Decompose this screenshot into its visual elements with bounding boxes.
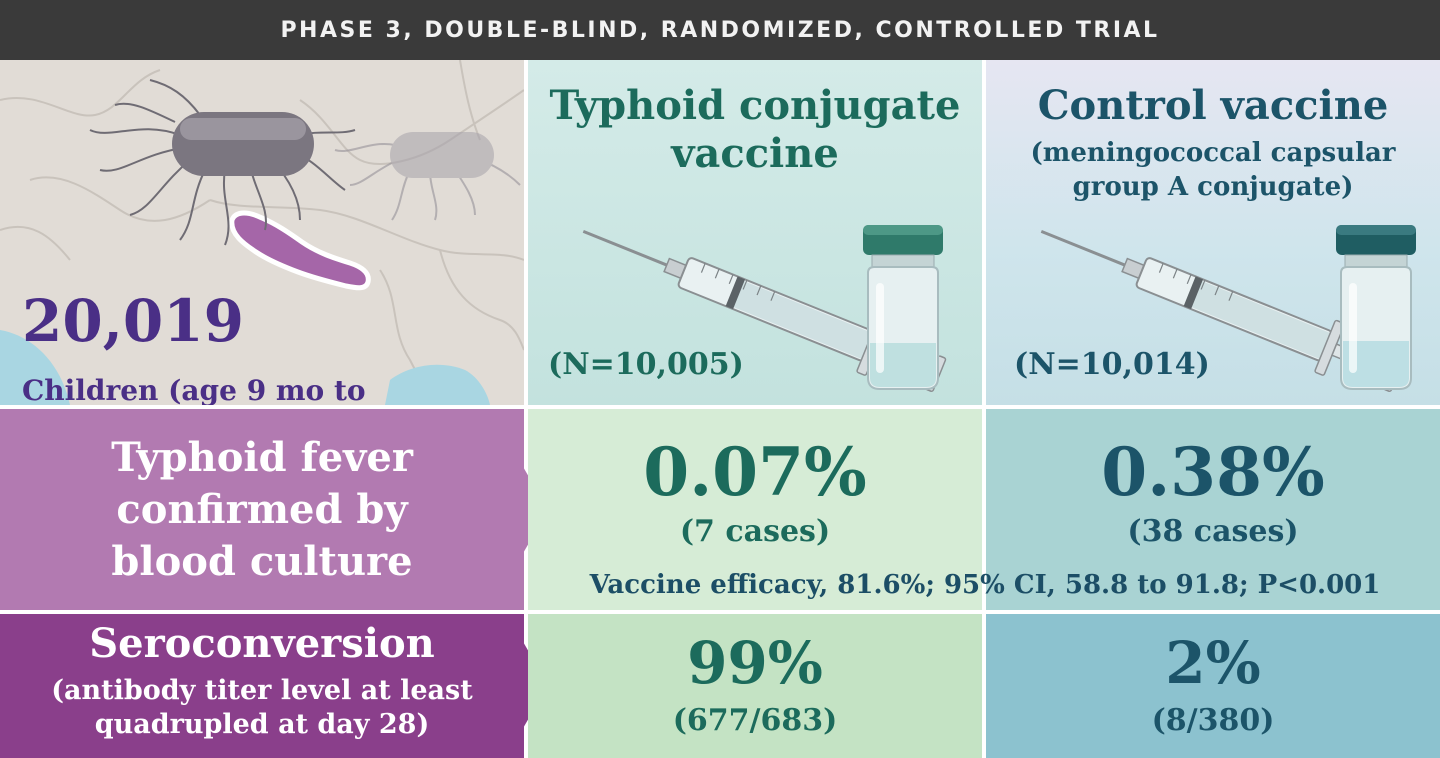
seroconversion-sublabel-line2: quadrupled at day 28) [94, 708, 430, 740]
nepal-map-icon [229, 210, 371, 291]
control-seroconversion-result: 2% (8/380) [986, 614, 1440, 758]
participant-description: Children (age 9 mo to <16 yr) in Nepal [22, 374, 366, 405]
control-fever-result: 0.38% (38 cases) [986, 409, 1440, 610]
vial-icon [1336, 225, 1416, 390]
tcv-arm-n: (N=10,005) [548, 347, 744, 382]
control-arm-header: Control vaccine (meningococcal capsular … [986, 60, 1440, 405]
control-seroconversion-ratio: (8/380) [1151, 703, 1275, 738]
control-arm-subtitle-line1: (meningococcal capsular [1030, 138, 1396, 168]
control-seroconversion-rate: 2% [1165, 629, 1261, 697]
control-arm-title: Control vaccine [1037, 82, 1389, 129]
tcv-arm-title-line2: vaccine [671, 130, 839, 177]
control-fever-cases: (38 cases) [1127, 514, 1299, 549]
tcv-fever-cases: (7 cases) [679, 514, 831, 549]
control-arm-subtitle-line2: group A conjugate) [1072, 172, 1354, 202]
region-map-icon [0, 60, 524, 405]
participant-count: 20,019 [22, 287, 244, 355]
fever-label-line3: blood culture [111, 537, 413, 585]
tcv-seroconversion-rate: 99% [687, 629, 823, 697]
fever-label-line1: Typhoid fever [111, 433, 413, 481]
trial-banner: PHASE 3, DOUBLE-BLIND, RANDOMIZED, CONTR… [0, 0, 1440, 60]
tcv-fever-rate: 0.07% [643, 433, 867, 511]
control-arm-n: (N=10,014) [1014, 347, 1210, 382]
fever-label-line2: confirmed by [116, 485, 408, 533]
seroconversion-outcome-label [0, 614, 524, 758]
bacterium-icon [334, 132, 521, 221]
population-panel: 20,019 Children (age 9 mo to <16 yr) in … [0, 60, 524, 405]
bacterium-icon [89, 79, 356, 246]
fever-outcome-label: Typhoid fever confirmed by blood culture [0, 409, 524, 610]
tcv-fever-result: 0.07% (7 cases) [528, 409, 982, 610]
control-fever-rate: 0.38% [1101, 433, 1325, 511]
tcv-seroconversion-ratio: (677/683) [672, 703, 838, 738]
seroconversion-label: Seroconversion [89, 620, 435, 667]
vial-icon [863, 225, 943, 390]
seroconversion-sublabel-line1: (antibody titer level at least [51, 675, 473, 706]
tcv-arm-title-line1: Typhoid conjugate [549, 82, 961, 129]
seroconversion-sublabel: (antibody titer level at least quadruple… [0, 674, 524, 742]
vaccine-efficacy-note: Vaccine efficacy, 81.6%; 95% CI, 58.8 to… [589, 570, 1381, 600]
tcv-arm-header: Typhoid conjugate vaccine [528, 60, 982, 405]
banner-title: PHASE 3, DOUBLE-BLIND, RANDOMIZED, CONTR… [280, 17, 1160, 43]
tcv-seroconversion-result: 99% (677/683) [528, 614, 982, 758]
